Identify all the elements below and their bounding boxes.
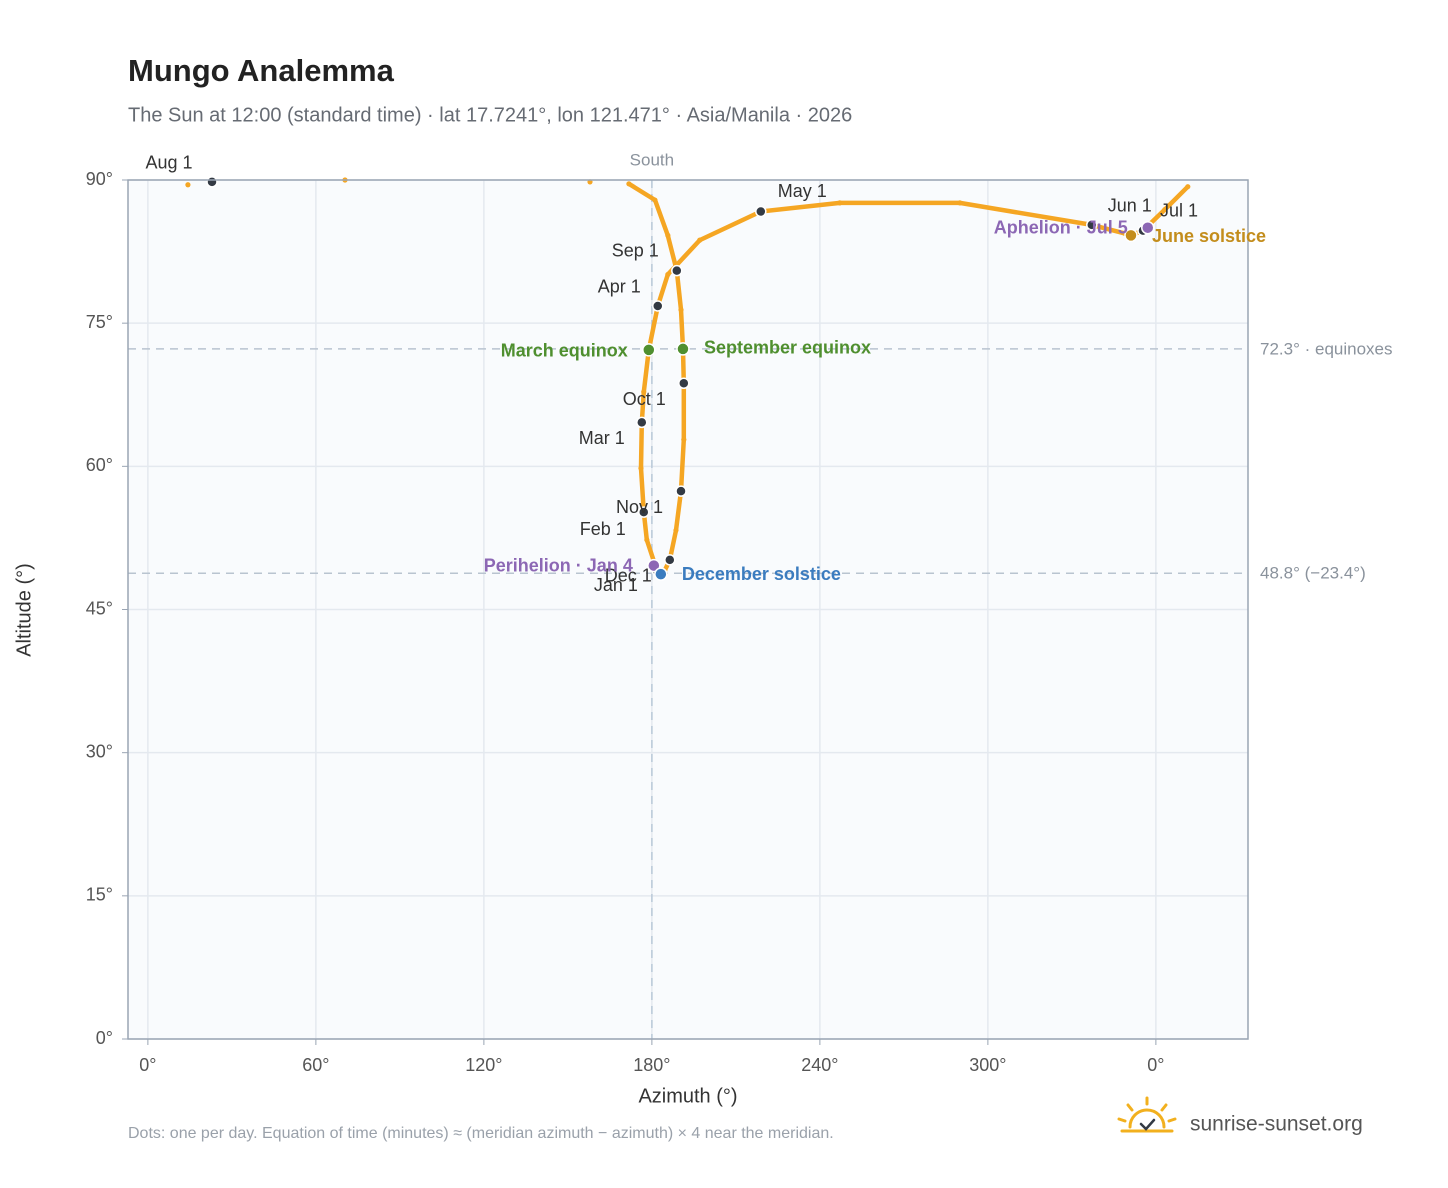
month-label: Nov 1 [616, 497, 663, 517]
daily-dot [665, 271, 671, 278]
footnote: Dots: one per day. Equation of time (min… [128, 1125, 834, 1142]
y-tick-label: 45° [86, 598, 113, 618]
daily-dot [678, 307, 684, 313]
month-marker [1086, 219, 1098, 231]
month-marker [638, 506, 650, 518]
daily-dot [626, 181, 632, 187]
month-marker [652, 300, 664, 312]
x-axis-label: Azimuth (°) [638, 1085, 737, 1107]
y-tick-label: 90° [86, 169, 113, 189]
daily-dot [644, 537, 650, 543]
x-tick-label: 240° [801, 1055, 838, 1075]
chart-title: Mungo Analemma [128, 53, 395, 88]
brand-name: sunrise-sunset.org [1190, 1113, 1363, 1136]
reference-label: 48.8° (−23.4°) [1260, 564, 1366, 583]
y-tick-label: 30° [86, 741, 113, 761]
daily-dot [1185, 184, 1191, 190]
event-marker [654, 567, 668, 581]
month-marker [671, 264, 683, 277]
daily-dot [697, 237, 703, 243]
daily-dot [641, 389, 647, 395]
daily-dot [652, 197, 658, 203]
x-tick-label: 180° [633, 1055, 670, 1075]
x-tick-label: 60° [302, 1055, 329, 1075]
y-axis-label: Altitude (°) [13, 563, 35, 657]
y-tick-label: 75° [86, 312, 113, 332]
y-tick-label: 60° [86, 455, 113, 475]
chart-subtitle: The Sun at 12:00 (standard time) · lat 1… [128, 104, 852, 126]
month-label: Jun 1 [1108, 196, 1152, 216]
month-marker [755, 205, 767, 218]
event-marker [647, 558, 661, 573]
event-marker [1124, 228, 1138, 243]
daily-dot [957, 200, 963, 206]
daily-dot [185, 182, 191, 188]
marks [185, 176, 1191, 581]
month-marker [664, 554, 676, 566]
month-label: Jan 1 [594, 575, 638, 595]
month-label: Feb 1 [580, 519, 626, 539]
month-marker [675, 485, 687, 497]
brand-logo [1117, 1096, 1177, 1133]
x-tick-label: 0° [1147, 1055, 1164, 1075]
month-label: Sep 1 [612, 240, 659, 260]
month-marker [678, 377, 690, 390]
daily-dot [837, 200, 843, 206]
event-label: September equinox [704, 338, 871, 358]
month-label: May 1 [778, 181, 827, 201]
x-tick-label: 120° [465, 1055, 502, 1075]
event-label: Perihelion · Jan 4 [484, 555, 633, 575]
month-marker [206, 176, 218, 188]
event-marker [676, 342, 690, 356]
reference-label: 72.3° · equinoxes [1260, 339, 1393, 358]
y-tick-label: 15° [86, 885, 113, 905]
month-label: Dec 1 [605, 566, 652, 586]
month-label: Mar 1 [579, 428, 625, 448]
month-marker [636, 416, 648, 429]
event-marker [1141, 220, 1155, 235]
x-tick-label: 0° [139, 1055, 156, 1075]
daily-dot [1162, 206, 1168, 213]
daily-dot [665, 232, 671, 238]
event-marker [642, 343, 656, 357]
event-label: December solstice [682, 564, 841, 584]
meridian-label: South [630, 150, 674, 169]
y-tick-label: 0° [96, 1028, 113, 1048]
daily-dot [638, 465, 644, 471]
month-label: Apr 1 [598, 277, 641, 297]
event-label: March equinox [501, 341, 628, 361]
daily-dot [681, 437, 687, 443]
event-label: June solstice [1152, 226, 1266, 246]
x-tick-label: 300° [969, 1055, 1006, 1075]
month-label: Jul 1 [1160, 200, 1198, 220]
month-label: Oct 1 [623, 389, 666, 409]
event-label: Aphelion · Jul 5 [994, 217, 1128, 237]
daily-dot [673, 527, 679, 533]
month-label: Aug 1 [145, 153, 192, 173]
